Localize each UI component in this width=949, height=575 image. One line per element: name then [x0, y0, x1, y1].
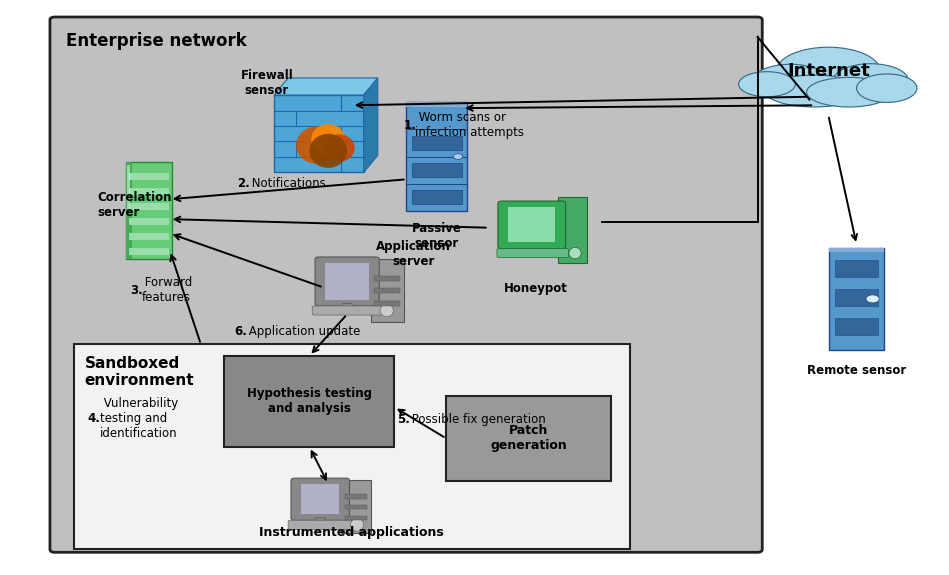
FancyBboxPatch shape — [498, 201, 566, 248]
FancyBboxPatch shape — [412, 163, 462, 177]
Ellipse shape — [311, 124, 345, 155]
FancyBboxPatch shape — [326, 263, 369, 300]
FancyBboxPatch shape — [345, 505, 367, 509]
Ellipse shape — [381, 304, 394, 317]
FancyBboxPatch shape — [375, 301, 400, 306]
Text: Worm scans or
infection attempts: Worm scans or infection attempts — [415, 111, 524, 139]
Text: 1.: 1. — [403, 118, 417, 132]
Ellipse shape — [751, 64, 830, 101]
Ellipse shape — [569, 247, 581, 259]
Text: Enterprise network: Enterprise network — [66, 32, 247, 51]
FancyBboxPatch shape — [73, 344, 630, 550]
FancyBboxPatch shape — [371, 259, 403, 322]
FancyBboxPatch shape — [412, 190, 462, 204]
Text: Honeypot: Honeypot — [504, 282, 568, 295]
FancyBboxPatch shape — [375, 276, 400, 281]
FancyBboxPatch shape — [127, 165, 130, 210]
FancyBboxPatch shape — [509, 208, 555, 242]
Text: Remote sensor: Remote sensor — [807, 365, 906, 377]
Text: Patch
generation: Patch generation — [491, 424, 568, 453]
Ellipse shape — [309, 134, 347, 168]
FancyBboxPatch shape — [342, 480, 371, 534]
Text: 3.: 3. — [130, 284, 143, 297]
Text: Hypothesis testing
and analysis: Hypothesis testing and analysis — [247, 388, 372, 415]
FancyBboxPatch shape — [446, 396, 611, 481]
FancyBboxPatch shape — [345, 516, 367, 520]
FancyBboxPatch shape — [345, 494, 367, 499]
Text: Notifications: Notifications — [248, 177, 326, 190]
Ellipse shape — [350, 519, 363, 531]
FancyBboxPatch shape — [50, 17, 762, 553]
FancyBboxPatch shape — [129, 233, 169, 240]
Circle shape — [866, 295, 879, 303]
Text: Instrumented applications: Instrumented applications — [259, 526, 444, 539]
FancyBboxPatch shape — [302, 484, 339, 514]
Polygon shape — [274, 78, 378, 95]
FancyBboxPatch shape — [291, 478, 349, 520]
FancyBboxPatch shape — [497, 248, 568, 258]
FancyBboxPatch shape — [406, 102, 468, 210]
Text: Correlation
server: Correlation server — [97, 191, 172, 219]
FancyBboxPatch shape — [126, 162, 172, 259]
FancyBboxPatch shape — [129, 173, 169, 180]
Text: Sandboxed
environment: Sandboxed environment — [84, 356, 195, 388]
Polygon shape — [313, 518, 327, 527]
FancyBboxPatch shape — [835, 319, 878, 335]
Text: Possible fix generation: Possible fix generation — [408, 413, 547, 426]
FancyBboxPatch shape — [126, 162, 132, 259]
Text: Application
server: Application server — [376, 240, 451, 267]
Ellipse shape — [765, 75, 864, 107]
Text: Application update: Application update — [245, 325, 361, 339]
Ellipse shape — [738, 72, 795, 97]
FancyBboxPatch shape — [829, 248, 884, 252]
Text: 6.: 6. — [233, 325, 247, 339]
FancyBboxPatch shape — [288, 520, 352, 530]
Ellipse shape — [325, 135, 355, 162]
FancyBboxPatch shape — [312, 306, 382, 315]
Ellipse shape — [296, 126, 338, 164]
FancyBboxPatch shape — [406, 102, 468, 107]
Ellipse shape — [833, 64, 908, 98]
FancyBboxPatch shape — [835, 260, 878, 277]
Text: Vulnerability
testing and
identification: Vulnerability testing and identification — [100, 397, 178, 440]
FancyBboxPatch shape — [129, 218, 169, 225]
FancyBboxPatch shape — [835, 289, 878, 306]
FancyBboxPatch shape — [375, 289, 400, 293]
Text: 4.: 4. — [87, 412, 101, 425]
FancyBboxPatch shape — [274, 95, 363, 172]
Text: Forward
features: Forward features — [141, 277, 193, 304]
Text: 5.: 5. — [397, 413, 410, 426]
FancyBboxPatch shape — [129, 203, 169, 210]
Ellipse shape — [776, 47, 880, 95]
Text: Passive
sensor: Passive sensor — [412, 222, 462, 250]
Circle shape — [454, 154, 463, 159]
FancyBboxPatch shape — [129, 188, 169, 195]
FancyBboxPatch shape — [412, 136, 462, 150]
FancyBboxPatch shape — [225, 356, 394, 447]
Text: Firewall
sensor: Firewall sensor — [240, 69, 293, 97]
Text: 2.: 2. — [236, 177, 250, 190]
Ellipse shape — [857, 74, 917, 102]
FancyBboxPatch shape — [829, 248, 884, 350]
FancyBboxPatch shape — [558, 197, 586, 263]
FancyBboxPatch shape — [129, 248, 169, 255]
FancyBboxPatch shape — [315, 257, 380, 306]
Text: Internet: Internet — [787, 62, 869, 80]
Ellipse shape — [807, 78, 891, 107]
Polygon shape — [340, 304, 355, 312]
Polygon shape — [363, 78, 378, 172]
